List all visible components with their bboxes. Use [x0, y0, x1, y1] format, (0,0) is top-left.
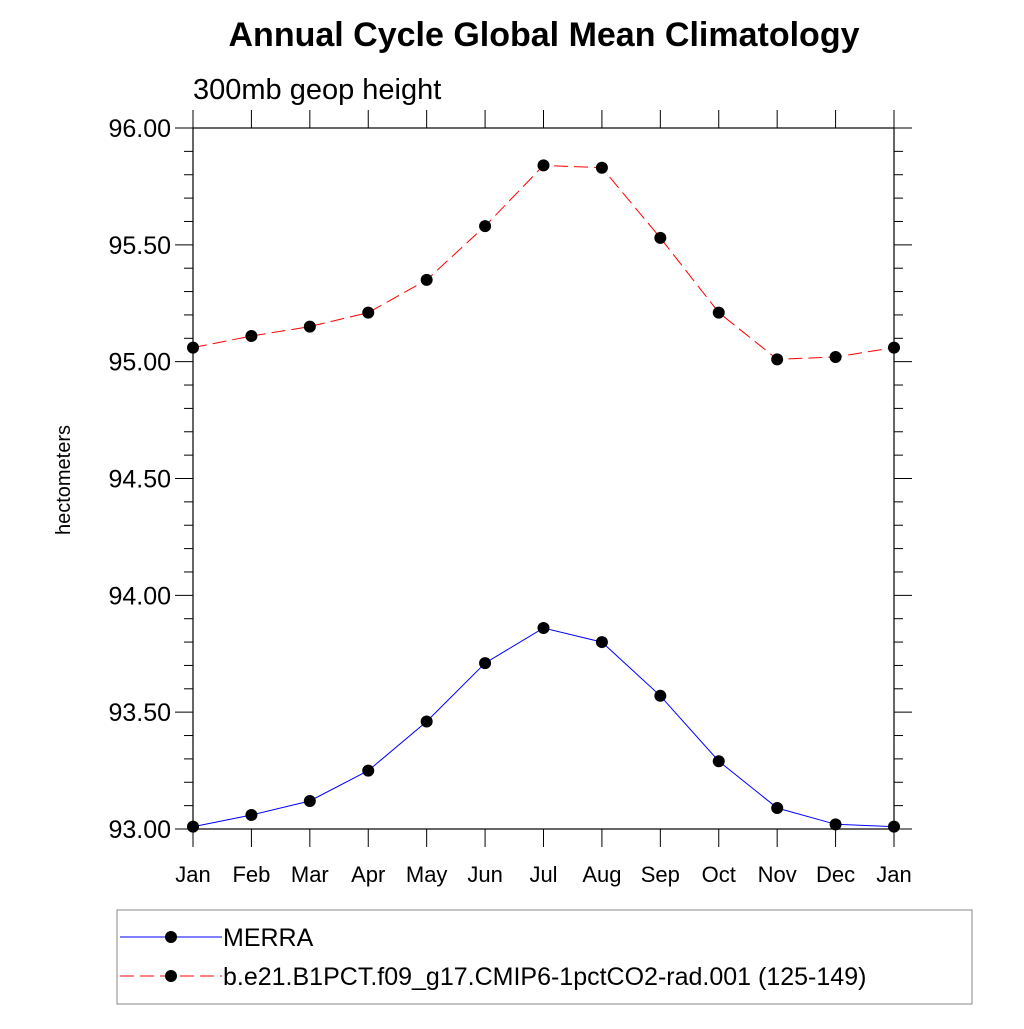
- y-tick-label: 95.50: [108, 232, 171, 260]
- series-0: [187, 622, 900, 833]
- y-tick-label: 94.50: [108, 466, 171, 494]
- data-point: [187, 341, 199, 354]
- x-tick-label: Dec: [816, 862, 855, 887]
- y-tick-label: 93.00: [108, 816, 171, 844]
- chart-title: Annual Cycle Global Mean Climatology: [229, 16, 860, 54]
- legend-marker-1: [165, 970, 177, 982]
- legend: MERRA b.e21.B1PCT.f09_g17.CMIP6-1pctCO2-r…: [116, 909, 973, 1005]
- y-tick-label: 93.50: [108, 699, 171, 727]
- legend-label-0: MERRA: [223, 924, 314, 952]
- data-point: [362, 764, 375, 777]
- x-tick-label: Jan: [175, 862, 210, 887]
- data-point: [245, 808, 258, 821]
- series-line: [192, 164, 895, 360]
- x-tick-label: Jul: [529, 862, 557, 887]
- data-point: [245, 329, 258, 342]
- legend-label-1: b.e21.B1PCT.f09_g17.CMIP6-1pctCO2-rad.00…: [223, 963, 866, 991]
- data-point: [420, 715, 433, 728]
- chart-subtitle: 300mb geop height: [193, 74, 441, 106]
- plot-frame: [192, 127, 895, 830]
- data-point: [771, 801, 784, 814]
- x-tick-label: Nov: [758, 862, 797, 887]
- y-axis-label: hectometers: [53, 425, 75, 535]
- y-tick-label: 96.00: [108, 115, 171, 143]
- series-1: [187, 159, 900, 366]
- x-tick-label: Jan: [876, 862, 911, 887]
- data-point: [712, 306, 725, 319]
- data-point: [303, 794, 316, 807]
- series-line: [192, 627, 895, 828]
- data-point: [771, 353, 784, 366]
- x-tick-label: Aug: [582, 862, 621, 887]
- data-point: [829, 818, 842, 831]
- data-point: [362, 306, 375, 319]
- data-point: [888, 341, 900, 354]
- data-point: [829, 350, 842, 363]
- data-point: [888, 820, 900, 833]
- y-tick-label: 94.00: [108, 582, 171, 610]
- data-point: [654, 689, 667, 702]
- axes: 93.00 93.50 94.00 94.50 95.00 95.50 96.00 Jan Fe…: [108, 110, 912, 887]
- y-tick-label: 95.00: [108, 349, 171, 377]
- data-point: [537, 159, 550, 172]
- x-tick-label: Mar: [291, 862, 329, 887]
- legend-box: [116, 909, 973, 1005]
- data-point: [595, 161, 608, 174]
- legend-marker-0: [165, 931, 177, 943]
- series-layer: [187, 159, 900, 833]
- data-point: [187, 820, 199, 833]
- data-point: [303, 320, 316, 333]
- data-point: [595, 636, 608, 649]
- x-tick-label: May: [406, 862, 448, 887]
- data-point: [654, 231, 667, 244]
- data-point: [712, 755, 725, 768]
- data-point: [479, 657, 492, 670]
- x-tick-label: Jun: [467, 862, 502, 887]
- data-point: [420, 273, 433, 286]
- data-point: [479, 220, 492, 233]
- x-tick-label: Oct: [702, 862, 736, 887]
- x-tick-label: Apr: [351, 862, 385, 887]
- data-point: [537, 622, 550, 635]
- x-tick-label: Sep: [641, 862, 680, 887]
- x-tick-label: Feb: [232, 862, 270, 887]
